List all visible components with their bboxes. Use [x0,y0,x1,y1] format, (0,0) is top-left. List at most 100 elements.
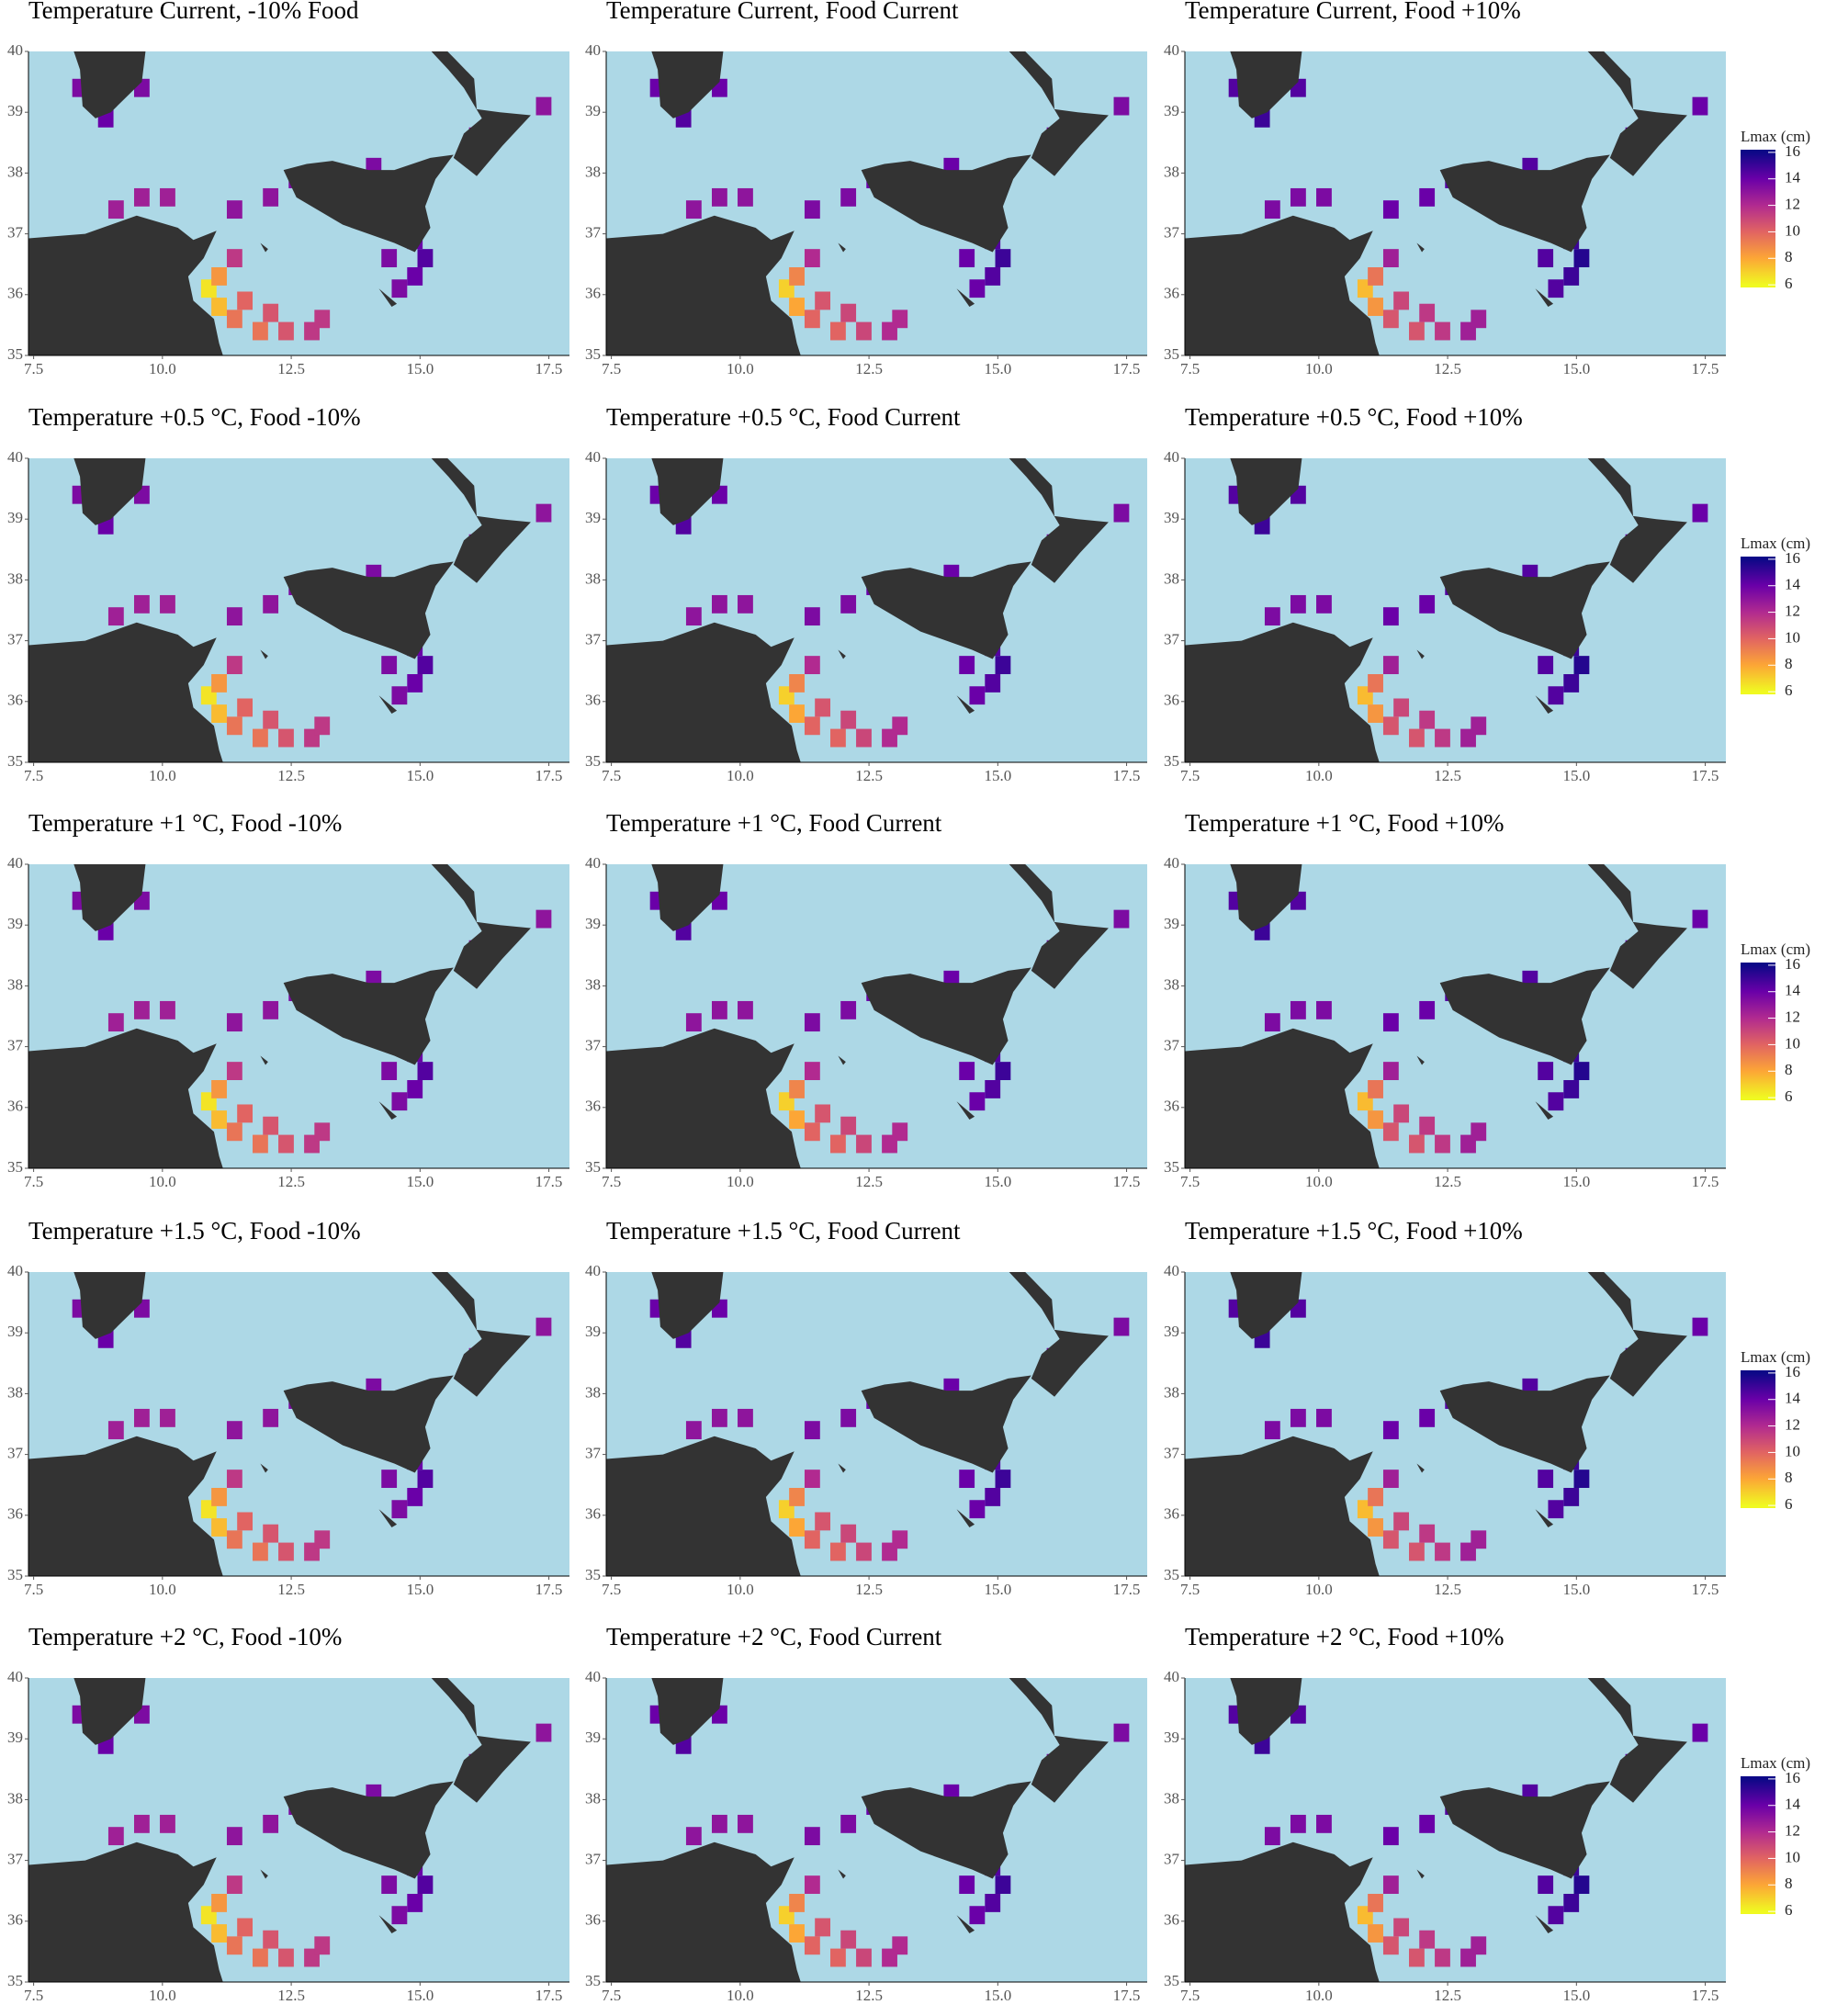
cell [738,594,753,614]
map-panel: 7.5 10.0 12.5 15.0 17.5 35 36 37 38 39 40 Temperatu… [585,0,1147,377]
cell [1382,656,1399,675]
cell [407,674,423,693]
x-tick-label: 17.5 [535,1173,563,1190]
y-tick-label: 37 [1164,224,1180,242]
x-tick-label: 17.5 [1113,767,1141,784]
cell [226,1013,242,1032]
x-tick-label: 12.5 [277,767,305,784]
y-tick-label: 35 [585,345,601,363]
y-tick-label: 40 [1164,448,1179,466]
y-tick-label: 36 [1164,1098,1179,1115]
cell [789,1080,805,1098]
panel-title: Temperature +0.5 °C, Food +10% [1185,403,1523,431]
x-tick-label: 10.0 [149,360,176,377]
land [1416,1869,1425,1879]
cell [969,279,986,298]
cell [211,1080,227,1098]
x-tick-label: 12.5 [277,1581,305,1598]
cell [840,303,857,322]
cell [211,1518,227,1537]
x-tick-label: 17.5 [535,1987,563,2004]
cell [985,674,1001,693]
cell [1548,686,1564,705]
cell [133,594,150,614]
y-tick-label: 37 [7,224,24,242]
y-tick-label: 36 [585,1911,601,1929]
cell [959,1875,975,1895]
y-tick-label: 36 [7,1911,23,1929]
legend-label: 14 [1785,576,1801,593]
y-tick-label: 36 [1164,1505,1179,1523]
cell [1290,594,1306,614]
land [1587,1272,1687,1397]
cell [226,1470,242,1489]
x-tick-label: 15.0 [1562,360,1590,377]
x-tick-label: 10.0 [727,1987,754,2004]
cell [263,1814,279,1833]
x-tick-label: 15.0 [1562,767,1590,784]
cell [1382,716,1399,736]
y-tick-label: 37 [1164,1037,1180,1054]
cell [1382,1013,1399,1032]
cell [226,310,242,329]
legend-label: 14 [1785,169,1801,186]
y-tick-label: 36 [7,1098,23,1115]
legend-label: 14 [1785,1390,1801,1407]
cell [1538,249,1554,268]
land [431,51,531,176]
cell [535,503,552,523]
y-tick-label: 38 [1164,975,1179,993]
cell [815,1512,831,1531]
land [1185,215,1380,355]
cell [1368,1518,1383,1537]
cell [253,1134,268,1154]
land [956,1915,975,1934]
y-tick-label: 39 [7,1729,23,1746]
land [73,864,146,931]
x-tick-label: 15.0 [984,1173,1011,1190]
cell [1692,503,1708,523]
cell [1382,1062,1399,1081]
land [651,51,724,118]
legend: Lmax (cm) 6 8 10 12 14 16 [1741,940,1810,1105]
cell [789,674,805,693]
cell [226,249,242,268]
cell [1435,1134,1450,1154]
cell [160,1408,175,1427]
cell [789,704,805,723]
land [956,288,975,308]
cell [535,909,552,929]
legend-label: 10 [1785,1034,1800,1052]
cell [226,1421,242,1440]
cell [226,1875,242,1895]
land [378,288,398,308]
land [1230,1678,1302,1745]
cell [959,1470,975,1489]
cell [995,1875,1011,1895]
legend-label: 12 [1785,195,1800,212]
cell [160,1000,175,1019]
x-tick-label: 7.5 [1180,1987,1200,2004]
land [378,1101,398,1121]
x-tick-label: 10.0 [1305,1173,1333,1190]
x-tick-label: 10.0 [1305,360,1333,377]
x-tick-label: 7.5 [602,1581,621,1598]
land [861,154,1031,253]
y-tick-label: 38 [1164,569,1179,587]
y-tick-label: 36 [585,1098,601,1115]
land [838,242,846,253]
cell [1368,1924,1383,1943]
land [1587,458,1687,583]
y-tick-label: 39 [7,1323,23,1340]
y-tick-label: 36 [1164,692,1179,709]
x-tick-label: 17.5 [1113,1581,1141,1598]
land [283,154,454,253]
cell [738,1408,753,1427]
legend-label: 8 [1785,1875,1793,1892]
land [378,695,398,715]
map-area [28,51,569,355]
cell [840,1930,857,1949]
cell [685,1421,702,1440]
panel-title: Temperature +1.5 °C, Food Current [606,1217,961,1245]
x-tick-label: 17.5 [1692,767,1719,784]
